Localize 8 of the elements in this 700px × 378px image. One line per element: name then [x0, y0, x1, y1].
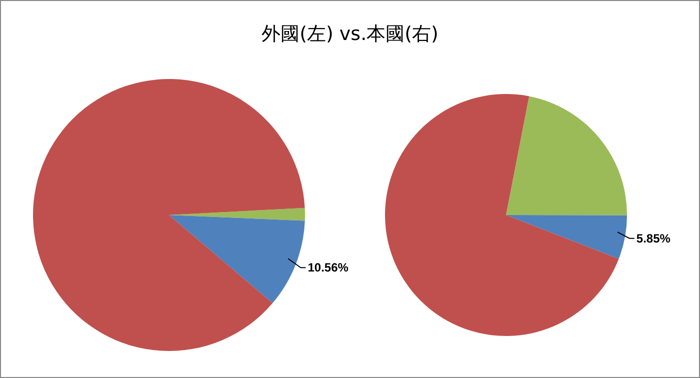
- pie-slice: [506, 215, 627, 259]
- pie-slice: [33, 79, 305, 351]
- data-label: 10.56%: [308, 260, 349, 275]
- data-label: 5.85%: [636, 231, 671, 246]
- pie-slice: [169, 215, 305, 304]
- pie-slice: [506, 96, 627, 216]
- chart-title: 外國(左) vs.本國(右): [260, 22, 440, 47]
- pie-slice: [385, 94, 619, 336]
